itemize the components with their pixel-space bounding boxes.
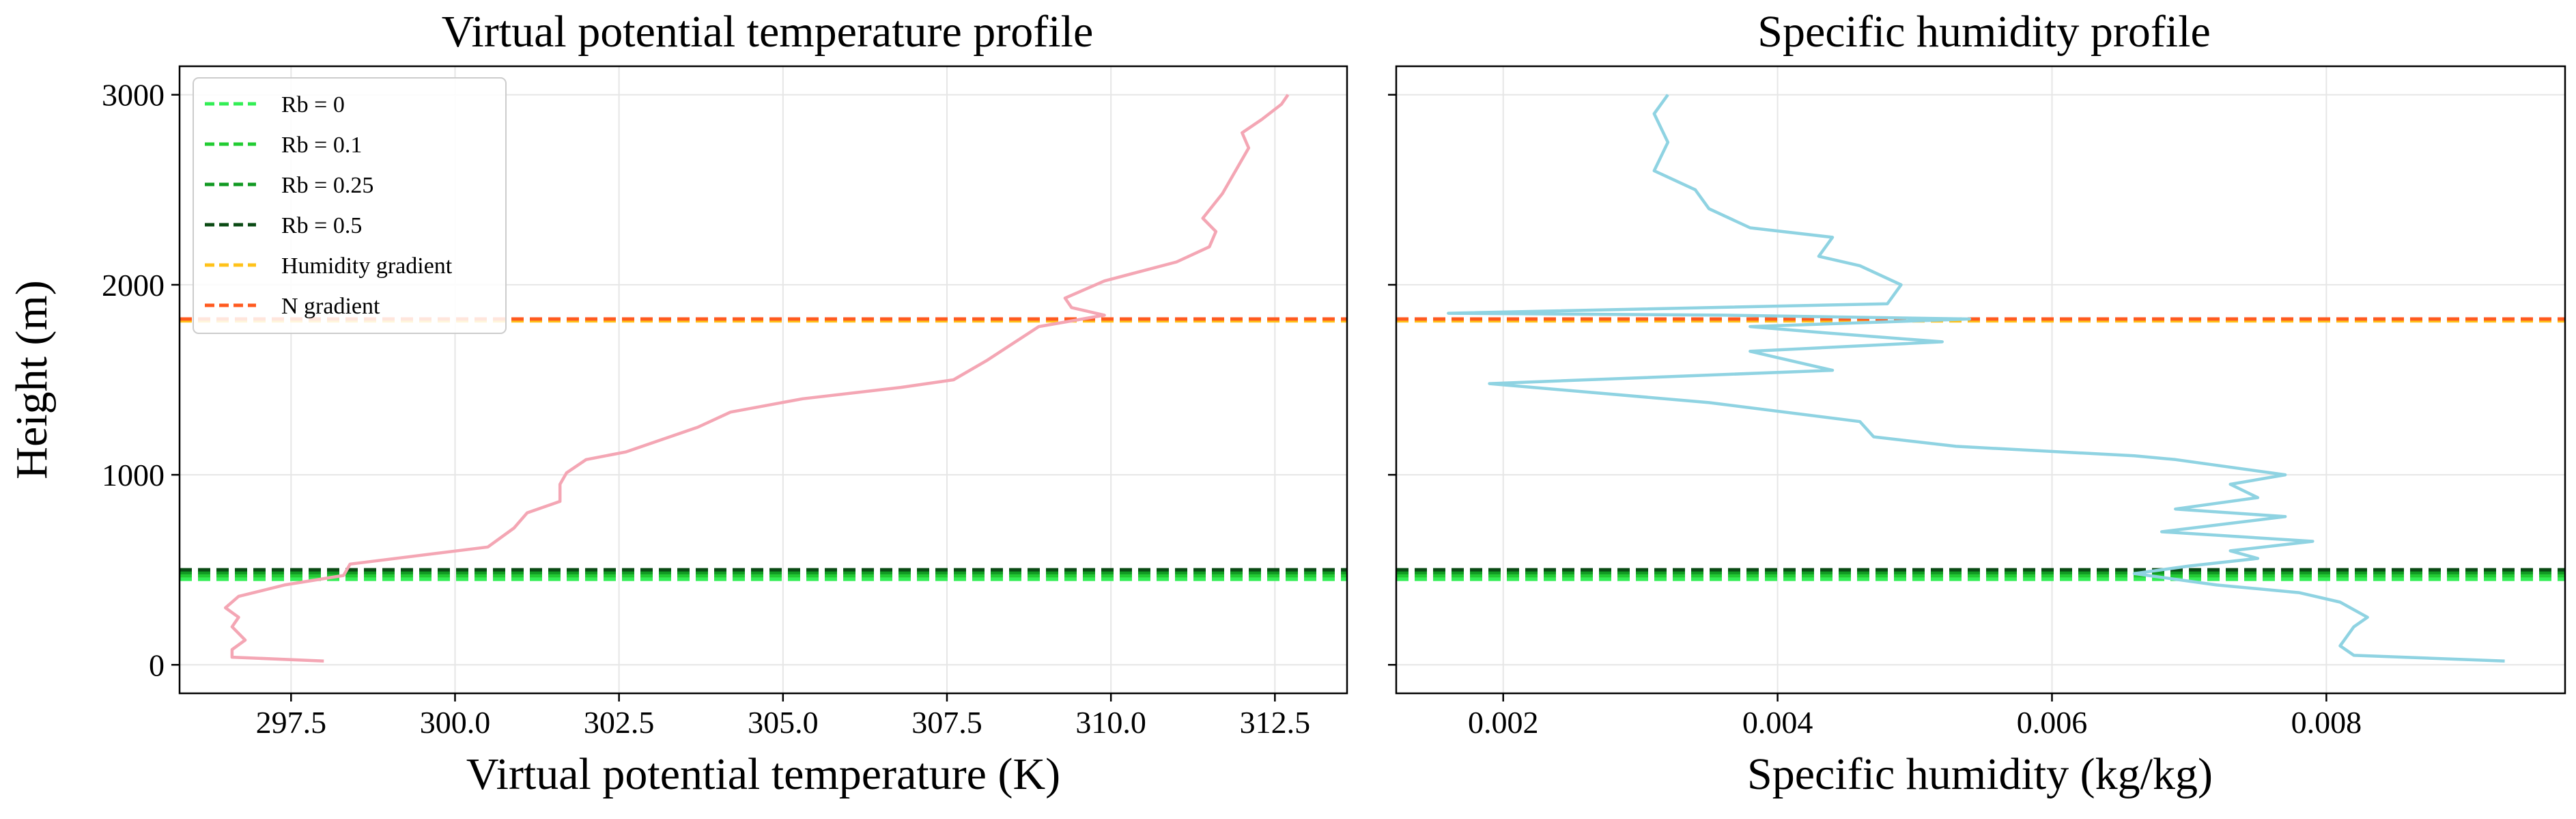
x-tick-label: 300.0 bbox=[420, 705, 491, 740]
vpt-xlabel: Virtual potential temperature (K) bbox=[466, 749, 1060, 799]
series-line bbox=[1447, 94, 2505, 663]
x-tick-label: 0.004 bbox=[1742, 705, 1813, 740]
x-tick-label: 310.0 bbox=[1075, 705, 1146, 740]
y-tick-label: 2000 bbox=[102, 268, 165, 303]
legend-label: Rb = 0 bbox=[281, 92, 345, 117]
x-tick-label: 0.002 bbox=[1468, 705, 1539, 740]
humidity-hlines bbox=[1396, 317, 2565, 581]
legend: Rb = 0 Rb = 0.1 Rb = 0.25 Rb = 0.5 Humidity … bbox=[193, 77, 507, 334]
vpt-series bbox=[223, 94, 1290, 663]
y-tick-label: 3000 bbox=[102, 78, 165, 113]
vpt-axes-frame bbox=[178, 65, 1348, 695]
vpt-ylabel: Height (m) bbox=[7, 280, 57, 479]
humidity-axes-frame bbox=[1395, 65, 2566, 695]
y-tick-label: 0 bbox=[149, 648, 165, 682]
vpt-panel: Virtual potential temperature profile 29… bbox=[7, 7, 1348, 799]
legend-label: Rb = 0.25 bbox=[281, 173, 373, 198]
humidity-ticks: 0.002 0.004 0.006 0.008 bbox=[1388, 94, 2362, 740]
humidity-series bbox=[1447, 94, 2505, 663]
humidity-title: Specific humidity profile bbox=[1757, 7, 2211, 57]
vpt-hlines bbox=[180, 317, 1347, 581]
legend-box bbox=[193, 77, 507, 334]
x-tick-label: 302.5 bbox=[584, 705, 655, 740]
legend-label: Rb = 0.1 bbox=[281, 133, 362, 158]
x-tick-label: 0.006 bbox=[2017, 705, 2088, 740]
humidity-grid bbox=[1396, 66, 2565, 693]
vpt-ticks: 297.5 300.0 302.5 305.0 307.5 310.0 312.5 0 1000… bbox=[102, 78, 1310, 740]
x-tick-label: 312.5 bbox=[1240, 705, 1311, 740]
humidity-panel: Specific humidity profile 0.002 0.004 0.00… bbox=[1388, 7, 2566, 799]
x-tick-label: 0.008 bbox=[2291, 705, 2362, 740]
vpt-title: Virtual potential temperature profile bbox=[442, 7, 1094, 57]
y-tick-label: 1000 bbox=[102, 458, 165, 492]
humidity-xlabel: Specific humidity (kg/kg) bbox=[1747, 749, 2213, 799]
series-line bbox=[223, 94, 1290, 663]
legend-label: N gradient bbox=[281, 294, 380, 319]
x-tick-label: 305.0 bbox=[748, 705, 819, 740]
legend-label: Rb = 0.5 bbox=[281, 213, 362, 238]
legend-label: Humidity gradient bbox=[281, 253, 453, 279]
x-tick-label: 297.5 bbox=[256, 705, 327, 740]
x-tick-label: 307.5 bbox=[911, 705, 982, 740]
